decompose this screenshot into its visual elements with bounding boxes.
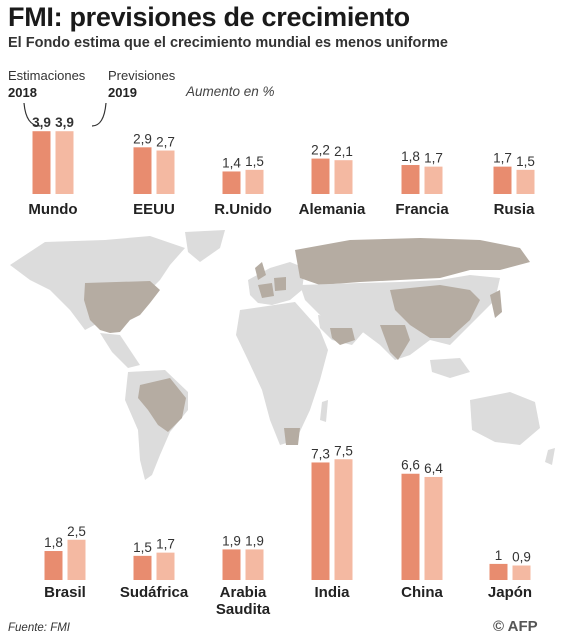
bar-rusia-forecast	[516, 169, 535, 194]
value-label-mundo-estimate: 3,9	[32, 115, 51, 130]
country-label-brasil: Brasil	[44, 584, 86, 601]
value-label-china-estimate: 6,6	[401, 458, 420, 473]
country-label-china: China	[401, 584, 443, 601]
bar-sudafrica-forecast	[156, 552, 175, 580]
bar-sudafrica-estimate	[133, 555, 152, 580]
value-label-rusia-forecast: 1,5	[516, 154, 535, 169]
value-label-rusia-estimate: 1,7	[493, 151, 512, 166]
value-label-mundo-forecast: 3,9	[55, 115, 74, 130]
legend-forecast-label: Previsiones	[108, 68, 176, 83]
country-label-rusia: Rusia	[494, 201, 536, 218]
country-label-mundo: Mundo	[28, 201, 77, 218]
country-label-francia: Francia	[395, 201, 449, 218]
map-india	[380, 325, 410, 360]
value-label-r-unido-estimate: 1,4	[222, 155, 241, 170]
value-label-alemania-forecast: 2,1	[334, 144, 353, 159]
value-label-india-forecast: 7,5	[334, 443, 353, 458]
bar-eeuu-estimate	[133, 147, 152, 194]
map-saudi-arabia	[330, 328, 355, 345]
map-china	[390, 285, 480, 338]
value-label-china-forecast: 6,4	[424, 461, 443, 476]
value-label-francia-forecast: 1,7	[424, 151, 443, 166]
bar-mundo-estimate	[32, 131, 51, 194]
value-label-eeuu-estimate: 2,9	[133, 131, 152, 146]
bar-brasil-forecast	[67, 539, 86, 580]
bar-francia-estimate	[401, 165, 420, 194]
value-label-arabia-saudita-estimate: 1,9	[222, 533, 241, 548]
value-label-sudafrica-estimate: 1,5	[133, 540, 152, 555]
country-label-sudafrica: Sudáfrica	[120, 584, 189, 601]
country-label-r-unido: R.Unido	[214, 201, 272, 218]
map-japan	[490, 290, 502, 318]
country-label-arabia-saudita-2: Saudita	[216, 601, 271, 618]
country-label-india: India	[314, 584, 350, 601]
bar-india-forecast	[334, 459, 353, 580]
country-label-japon: Japón	[488, 584, 532, 601]
source-note: Fuente: FMI	[8, 622, 70, 634]
value-label-eeuu-forecast: 2,7	[156, 135, 175, 150]
value-label-alemania-estimate: 2,2	[311, 143, 330, 158]
legend-forecast-year: 2019	[108, 85, 137, 100]
bar-alemania-estimate	[311, 158, 330, 194]
map-brazil	[138, 378, 186, 432]
legend-estimates-year: 2018	[8, 85, 37, 100]
value-label-sudafrica-forecast: 1,7	[156, 537, 175, 552]
value-label-japon-estimate: 1	[495, 548, 503, 563]
page-title: FMI: previsiones de crecimiento	[8, 2, 410, 32]
bar-alemania-forecast	[334, 160, 353, 194]
value-label-r-unido-forecast: 1,5	[245, 154, 264, 169]
value-label-arabia-saudita-forecast: 1,9	[245, 533, 264, 548]
bar-japon-forecast	[512, 565, 531, 580]
unit-label: Aumento en %	[186, 84, 275, 99]
legend-forecast: Previsiones 2019	[108, 67, 175, 101]
bar-eeuu-forecast	[156, 150, 175, 194]
world-map	[10, 230, 555, 480]
bar-r-unido-estimate	[222, 171, 241, 194]
page-subtitle: El Fondo estima que el crecimiento mundi…	[8, 35, 448, 51]
value-label-japon-forecast: 0,9	[512, 550, 531, 565]
map-south-africa	[284, 428, 300, 445]
bar-mundo-forecast	[55, 131, 74, 194]
country-label-arabia-saudita-1: Arabia	[220, 584, 267, 601]
bar-arabia-saudita-forecast	[245, 549, 264, 580]
value-label-brasil-estimate: 1,8	[44, 535, 63, 550]
bar-china-estimate	[401, 473, 420, 580]
bar-arabia-saudita-estimate	[222, 549, 241, 580]
legend-bracket-right	[91, 102, 107, 127]
afp-logo: © AFP	[493, 618, 538, 635]
value-label-francia-estimate: 1,8	[401, 149, 420, 164]
bar-francia-forecast	[424, 166, 443, 194]
bar-india-estimate	[311, 462, 330, 580]
bar-brasil-estimate	[44, 551, 63, 580]
map-russia	[295, 238, 530, 285]
bar-r-unido-forecast	[245, 169, 264, 194]
map-usa	[84, 281, 160, 333]
legend-estimates-label: Estimaciones	[8, 68, 86, 83]
map-france	[258, 283, 274, 298]
legend-estimates: Estimaciones 2018	[8, 67, 85, 101]
value-label-brasil-forecast: 2,5	[67, 524, 86, 539]
country-label-eeuu: EEUU	[133, 201, 175, 218]
bar-china-forecast	[424, 476, 443, 580]
bar-japon-estimate	[489, 563, 508, 580]
map-uk	[255, 262, 266, 280]
legend-bracket-left	[23, 102, 41, 127]
country-label-alemania: Alemania	[299, 201, 366, 218]
map-germany	[274, 277, 286, 291]
bar-rusia-estimate	[493, 166, 512, 194]
value-label-india-estimate: 7,3	[311, 446, 330, 461]
